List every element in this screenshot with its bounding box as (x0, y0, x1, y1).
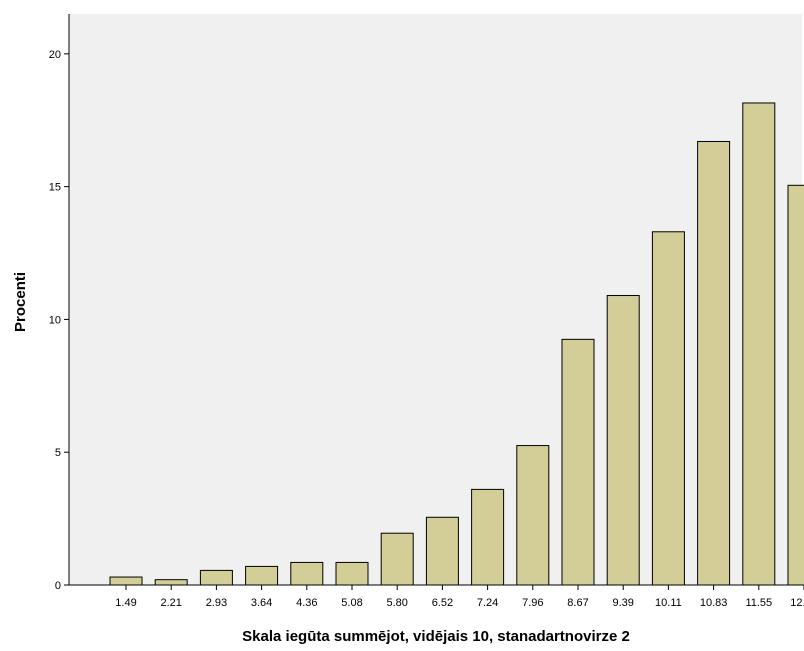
x-tick-label: 2.93 (206, 597, 227, 609)
y-tick-label: 5 (55, 447, 61, 459)
x-tick-label: 4.36 (296, 597, 317, 609)
bars-layer (109, 102, 804, 586)
x-tick-label: 11.55 (745, 597, 772, 609)
bar-3.64 (245, 565, 279, 586)
x-tick-label: 10.83 (700, 597, 728, 609)
bar-4.36 (290, 561, 324, 586)
x-tick-label: 5.80 (386, 597, 407, 609)
x-axis-title: Skala iegūta summējot, vidējais 10, stan… (242, 628, 630, 645)
y-axis-title: Procenti (12, 272, 29, 332)
bar-5.80 (380, 532, 414, 586)
bar-10.83 (697, 140, 731, 586)
x-tick-label: 5.08 (341, 597, 362, 609)
x-tick-label: 3.64 (251, 597, 272, 609)
x-ticks-layer: 1.49 2.21 2.93 3.64 4.36 5.08 5.80 6.52 7.24 7.96… (115, 585, 804, 609)
y-tick-label: 0 (55, 580, 61, 592)
y-tick-label: 15 (49, 182, 61, 194)
y-tick-label: 20 (49, 49, 61, 61)
bar-1.49 (109, 576, 143, 586)
x-tick-label: 12.27 (790, 597, 804, 609)
x-tick-label: 10.11 (655, 597, 682, 609)
x-tick-label: 6.52 (432, 597, 453, 609)
bar-8.67 (561, 338, 595, 586)
bar-7.24 (471, 488, 505, 586)
bar-10.11 (651, 231, 685, 586)
y-tick-label: 10 (49, 314, 61, 326)
bar-2.21 (154, 579, 188, 586)
bar-11.55 (742, 102, 776, 586)
bar-2.93 (199, 569, 233, 586)
x-tick-label: 9.39 (612, 597, 633, 609)
x-tick-label: 7.24 (477, 597, 498, 609)
plot-area (69, 14, 802, 585)
x-tick-label: 7.96 (522, 597, 543, 609)
bar-12.27 (787, 184, 804, 586)
bar-9.39 (606, 295, 640, 586)
bar-7.96 (516, 445, 550, 586)
x-tick-label: 8.67 (567, 597, 588, 609)
x-tick-label: 2.21 (160, 597, 181, 609)
y-ticks-layer: 0 5 10 15 20 (49, 49, 69, 592)
bar-6.52 (425, 516, 459, 586)
bar-5.08 (335, 561, 369, 586)
x-tick-label: 1.49 (115, 597, 136, 609)
